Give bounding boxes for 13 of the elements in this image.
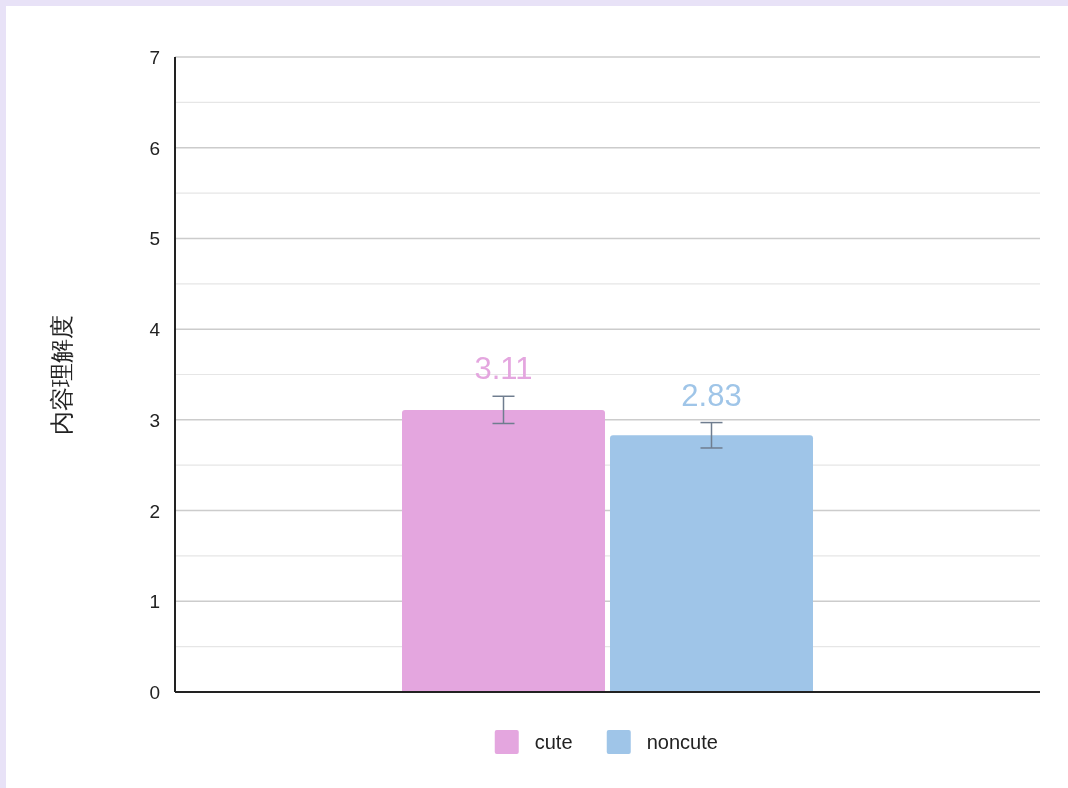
y-tick-label: 4 bbox=[149, 319, 161, 341]
data-label: 2.83 bbox=[681, 377, 742, 413]
legend-label: cute bbox=[534, 731, 573, 753]
y-axis-title: 内容理解度 bbox=[48, 314, 75, 435]
y-tick-label: 2 bbox=[149, 500, 160, 522]
data-label: 3.11 bbox=[474, 351, 533, 387]
y-tick-label: 0 bbox=[149, 682, 160, 703]
y-tick-label: 7 bbox=[149, 47, 160, 68]
y-tick-label: 3 bbox=[149, 409, 160, 431]
legend-label: noncute bbox=[646, 731, 718, 753]
y-tick-label: 1 bbox=[149, 591, 160, 613]
y-tick-label: 6 bbox=[149, 137, 160, 159]
y-tick-label: 5 bbox=[149, 228, 160, 250]
